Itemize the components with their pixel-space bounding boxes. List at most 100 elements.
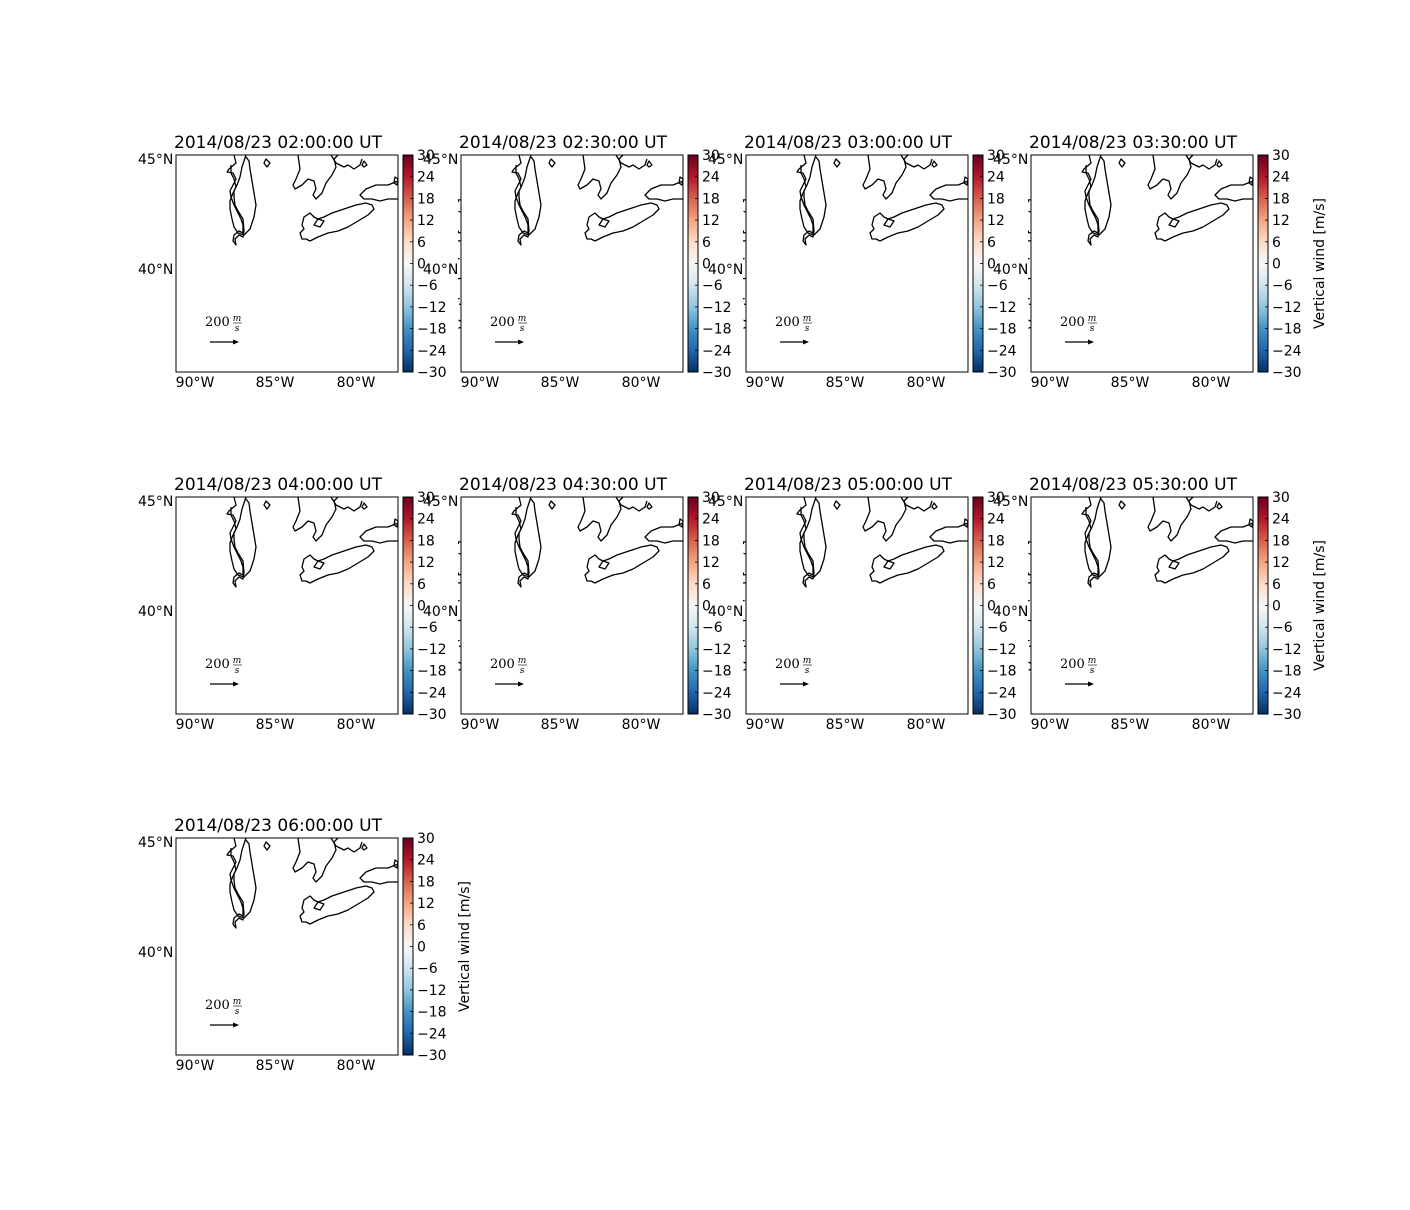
colorbar-tick-label: −30 xyxy=(987,365,1017,381)
colorbar-tick-label: −30 xyxy=(417,1048,447,1064)
colorbar-label: Vertical wind [m/s] xyxy=(457,881,473,1012)
colorbar-tick-label: 6 xyxy=(1272,235,1281,251)
latitude-label: 45°N xyxy=(423,152,458,168)
coastline xyxy=(330,154,363,170)
colorbar-tick-label: −24 xyxy=(702,685,732,701)
colorbar-tick-label: −24 xyxy=(987,685,1017,701)
colorbar-tick-label: 18 xyxy=(1272,191,1290,207)
colorbar-tick-label: 24 xyxy=(702,170,720,186)
colorbar-tick-label: 12 xyxy=(702,555,720,571)
coastline xyxy=(292,154,339,200)
coastline xyxy=(644,180,684,202)
colorbar-tick-label: 30 xyxy=(987,148,1005,164)
colorbar-tick-label: 12 xyxy=(987,555,1005,571)
longitude-label: 85°W xyxy=(541,375,580,391)
colorbar: 30 24 18 12 6 0 −6 −12 −18 −24 −30 Vertical wind [m… xyxy=(1257,148,1328,381)
quiver-key-unit-den: s xyxy=(235,1007,240,1017)
coastlines xyxy=(511,496,684,588)
latitude-label: 45°N xyxy=(138,152,173,168)
quiver-key-unit-den: s xyxy=(1090,324,1095,334)
colorbar-tick-label: 18 xyxy=(702,191,720,207)
coastline xyxy=(869,202,945,242)
latitude-label: 40°N xyxy=(138,262,173,278)
colorbar-tick-label: 6 xyxy=(987,577,996,593)
colorbar-tick-label: 18 xyxy=(1272,533,1290,549)
latitude-label: 40°N xyxy=(708,262,743,278)
coastline xyxy=(393,859,399,869)
quiver-key-value: 200 xyxy=(205,998,230,1013)
colorbar-tick-label: −6 xyxy=(987,620,1008,636)
colorbar-tick-label: −6 xyxy=(417,961,438,977)
colorbar-tick-label: 6 xyxy=(417,918,426,934)
coastline xyxy=(929,180,969,202)
coastline xyxy=(299,885,375,925)
map-frame xyxy=(745,496,969,715)
colorbar-tick-label: 18 xyxy=(417,874,435,890)
latitude-label: 40°N xyxy=(708,604,743,620)
coastline xyxy=(361,843,368,851)
coastline xyxy=(229,498,257,578)
quiver-key-arrowhead xyxy=(803,339,809,345)
colorbar-tick-label: −12 xyxy=(987,642,1017,658)
coastline xyxy=(330,837,363,853)
coastline xyxy=(361,160,368,168)
coastline xyxy=(963,518,969,528)
quiver-key-arrowhead xyxy=(233,681,239,687)
colorbar-tick-label: −30 xyxy=(1272,365,1302,381)
coastline xyxy=(1168,218,1180,228)
coastline xyxy=(862,496,909,542)
coastline xyxy=(292,496,339,542)
longitude-label: 85°W xyxy=(256,717,295,733)
quiver-key-unit-den: s xyxy=(805,324,810,334)
coastline xyxy=(263,841,271,851)
longitude-label: 80°W xyxy=(337,375,376,391)
colorbar: 30 24 18 12 6 0 −6 −12 −18 −24 −30 Vertical wind [m… xyxy=(1257,490,1328,723)
coastline xyxy=(1118,500,1126,510)
colorbar-tick-label: 12 xyxy=(417,896,435,912)
quiver-key-unit-num: m xyxy=(803,314,812,324)
quiver-key-unit-den: s xyxy=(805,666,810,676)
coastline xyxy=(1147,496,1194,542)
colorbar-tick-label: 24 xyxy=(702,512,720,528)
colorbar-tick-label: 24 xyxy=(417,853,435,869)
map-frame xyxy=(175,496,399,715)
coastline xyxy=(1248,518,1254,528)
coastline xyxy=(393,176,399,186)
colorbar-tick-label: 24 xyxy=(1272,512,1290,528)
quiver-key-value: 200 xyxy=(775,315,800,330)
coastline xyxy=(229,839,257,919)
colorbar-tick-label: 0 xyxy=(417,599,426,615)
quiver-key-unit-den: s xyxy=(520,324,525,334)
quiver-key-unit-num: m xyxy=(233,997,242,1007)
colorbar-tick-label: 0 xyxy=(1272,599,1281,615)
longitude-label: 90°W xyxy=(461,717,500,733)
map-frame xyxy=(175,154,399,373)
colorbar-tick-label: 18 xyxy=(987,191,1005,207)
colorbar-tick-label: −12 xyxy=(1272,300,1302,316)
latitude-label: 40°N xyxy=(138,604,173,620)
coastline xyxy=(1185,496,1218,512)
coastline xyxy=(931,502,938,510)
longitude-label: 80°W xyxy=(907,375,946,391)
colorbar-tick-label: 12 xyxy=(417,555,435,571)
coastline xyxy=(598,218,610,228)
colorbar-tick-label: −12 xyxy=(417,300,447,316)
panel-title: 2014/08/23 03:00:00 UT xyxy=(744,133,953,153)
colorbar-tick-label: −6 xyxy=(987,278,1008,294)
panel-title: 2014/08/23 02:00:00 UT xyxy=(174,133,383,153)
quiver-key-arrowhead xyxy=(518,339,524,345)
colorbar-tick-label: −30 xyxy=(417,707,447,723)
colorbar-tick-label: 0 xyxy=(702,257,711,273)
colorbar-tick-label: −24 xyxy=(702,343,732,359)
longitude-label: 85°W xyxy=(826,375,865,391)
coastline xyxy=(299,202,375,242)
panel-title: 2014/08/23 05:00:00 UT xyxy=(744,475,953,495)
coastline xyxy=(646,160,653,168)
longitude-label: 90°W xyxy=(176,1058,215,1074)
map-frame xyxy=(745,154,969,373)
coastlines xyxy=(226,837,399,929)
coastline xyxy=(799,498,827,578)
coastline xyxy=(1154,202,1230,242)
